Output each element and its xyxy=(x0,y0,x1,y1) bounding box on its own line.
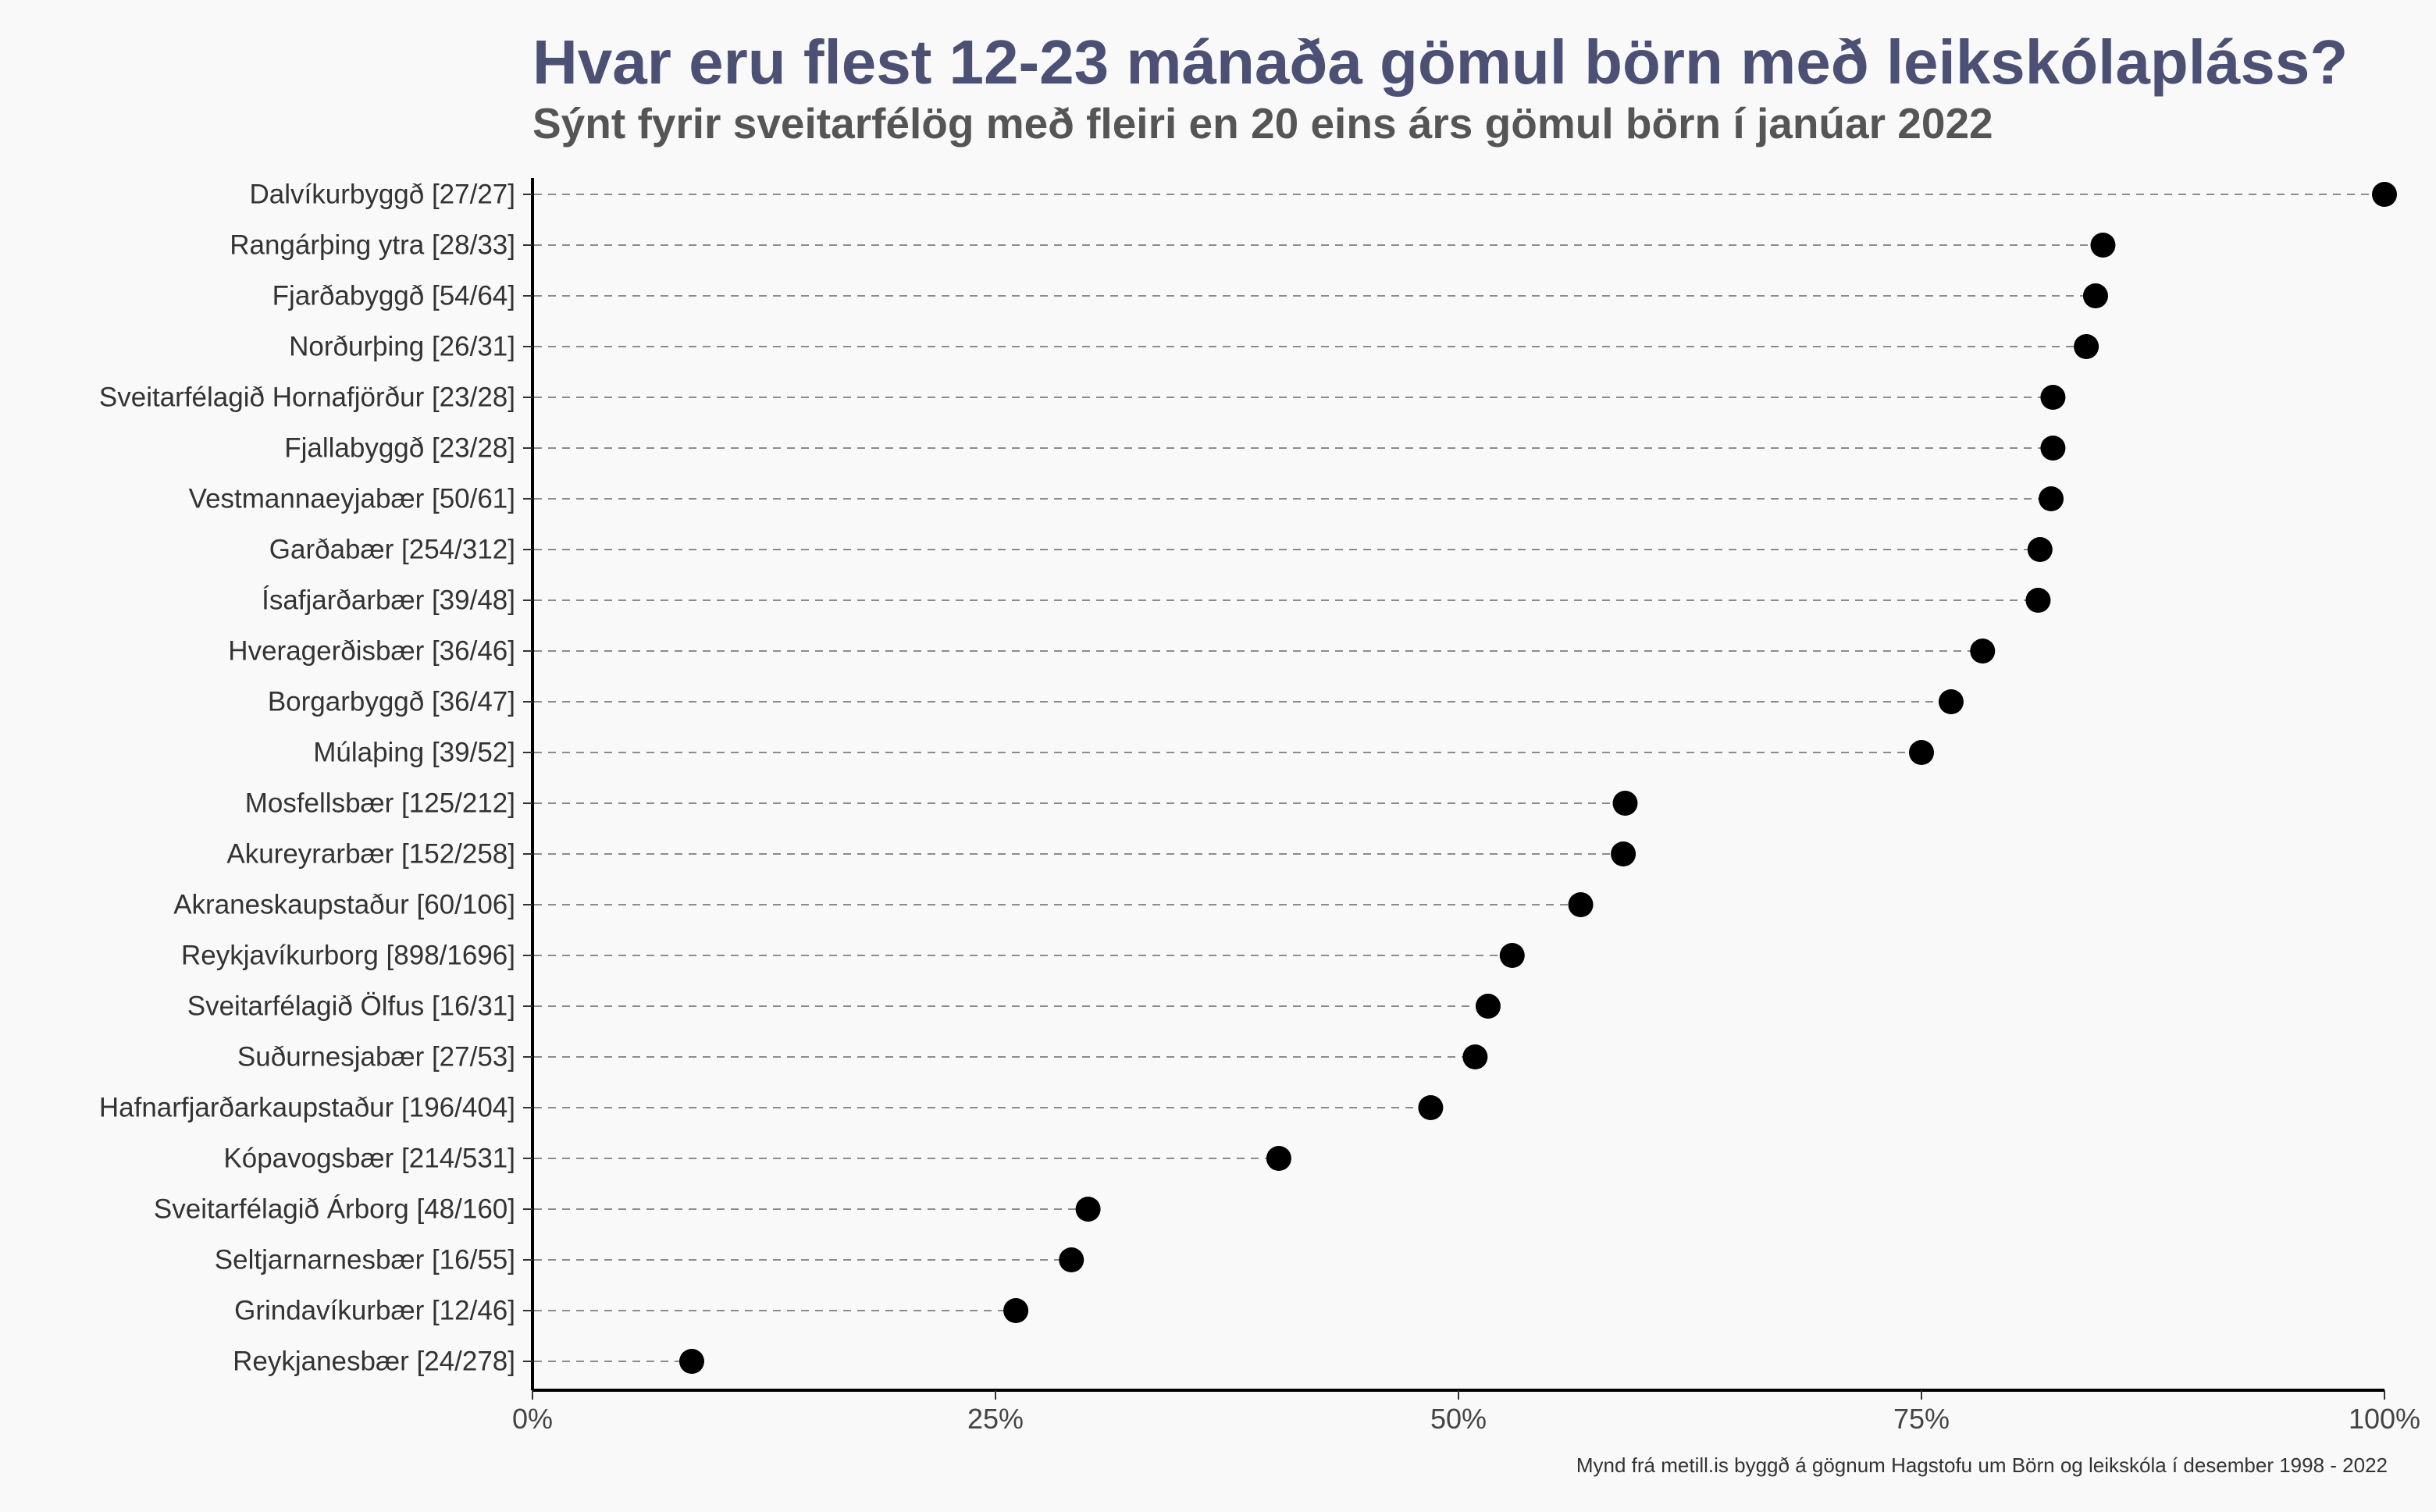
category-label: Reykjanesbær [24/278] xyxy=(233,1347,515,1377)
category-label: Reykjavíkurborg [898/1696] xyxy=(181,941,515,971)
category-label: Garðabær [254/312] xyxy=(269,535,515,565)
category-label: Suðurnesjabær [27/53] xyxy=(237,1042,515,1073)
data-point xyxy=(2074,334,2099,359)
axes xyxy=(531,178,2384,1392)
category-label: Fjallabyggð [23/28] xyxy=(284,433,515,464)
x-tick-label: 0% xyxy=(512,1403,553,1435)
category-label: Borgarbyggð [36/47] xyxy=(268,687,515,717)
x-tick-label: 25% xyxy=(967,1403,1024,1435)
category-label: Dalvíkurbyggð [27/27] xyxy=(250,180,515,210)
category-label: Rangárþing ytra [28/33] xyxy=(230,230,515,261)
data-point xyxy=(1075,1197,1101,1222)
category-label: Grindavíkurbær [12/46] xyxy=(234,1296,515,1326)
category-label: Hafnarfjarðarkaupstaður [196/404] xyxy=(99,1093,515,1123)
category-label: Vestmannaeyjabær [50/61] xyxy=(189,484,515,514)
category-label: Norðurþing [26/31] xyxy=(289,332,515,362)
chart-subtitle: Sýnt fyrir sveitarfélög með fleiri en 20… xyxy=(532,99,1993,148)
category-label: Seltjarnarnesbær [16/55] xyxy=(215,1245,515,1275)
data-point xyxy=(1611,841,1636,866)
data-point xyxy=(2025,588,2051,613)
category-label: Akureyrarbær [152/258] xyxy=(226,839,515,870)
data-point xyxy=(2040,436,2066,461)
x-tick-label: 75% xyxy=(1893,1403,1950,1435)
x-ticks: 0% 25% 50% 75% 100% xyxy=(512,1390,2420,1435)
data-point xyxy=(1612,791,1638,816)
category-label: Sveitarfélagið Ölfus [16/31] xyxy=(187,991,515,1022)
data-point xyxy=(2090,233,2116,258)
data-point xyxy=(2082,283,2108,308)
data-point xyxy=(2039,486,2064,511)
data-point xyxy=(1003,1298,1029,1323)
data-point xyxy=(1418,1095,1444,1120)
category-labels: Dalvíkurbyggð [27/27] Rangárþing ytra [28… xyxy=(99,180,532,1377)
category-label: Mosfellsbær [125/212] xyxy=(245,788,515,819)
category-label: Hveragerðisbær [36/46] xyxy=(228,636,515,667)
category-label: Akraneskaupstaður [60/106] xyxy=(173,890,515,920)
data-point xyxy=(1970,639,1996,664)
data-point xyxy=(678,1349,704,1374)
data-point xyxy=(1475,994,1501,1019)
x-tick-label: 100% xyxy=(2349,1403,2420,1435)
data-point xyxy=(1462,1044,1488,1069)
data-point xyxy=(1059,1247,1084,1272)
chart-title: Hvar eru flest 12-23 mánaða gömul börn m… xyxy=(532,27,2349,97)
guide-lines xyxy=(534,194,2384,1362)
data-point xyxy=(1909,740,1934,765)
x-tick-label: 50% xyxy=(1430,1403,1487,1435)
data-point xyxy=(1499,943,1525,968)
data-point xyxy=(1266,1146,1291,1171)
category-label: Fjarðabyggð [54/64] xyxy=(272,281,515,311)
data-points xyxy=(678,182,2397,1374)
category-label: Sveitarfélagið Hornafjörður [23/28] xyxy=(99,382,515,413)
category-label: Kópavogsbær [214/531] xyxy=(223,1144,515,1174)
data-point xyxy=(1568,892,1594,917)
data-point xyxy=(2027,537,2053,562)
category-label: Sveitarfélagið Árborg [48/160] xyxy=(154,1194,515,1225)
data-point xyxy=(2372,182,2397,207)
data-point xyxy=(1938,689,1964,714)
category-label: Ísafjarðarbær [39/48] xyxy=(262,585,515,616)
chart-caption: Mynd frá metill.is byggð á gögnum Hagsto… xyxy=(1576,1453,2388,1477)
data-point xyxy=(2040,385,2066,410)
category-label: Múlaþing [39/52] xyxy=(313,738,515,768)
